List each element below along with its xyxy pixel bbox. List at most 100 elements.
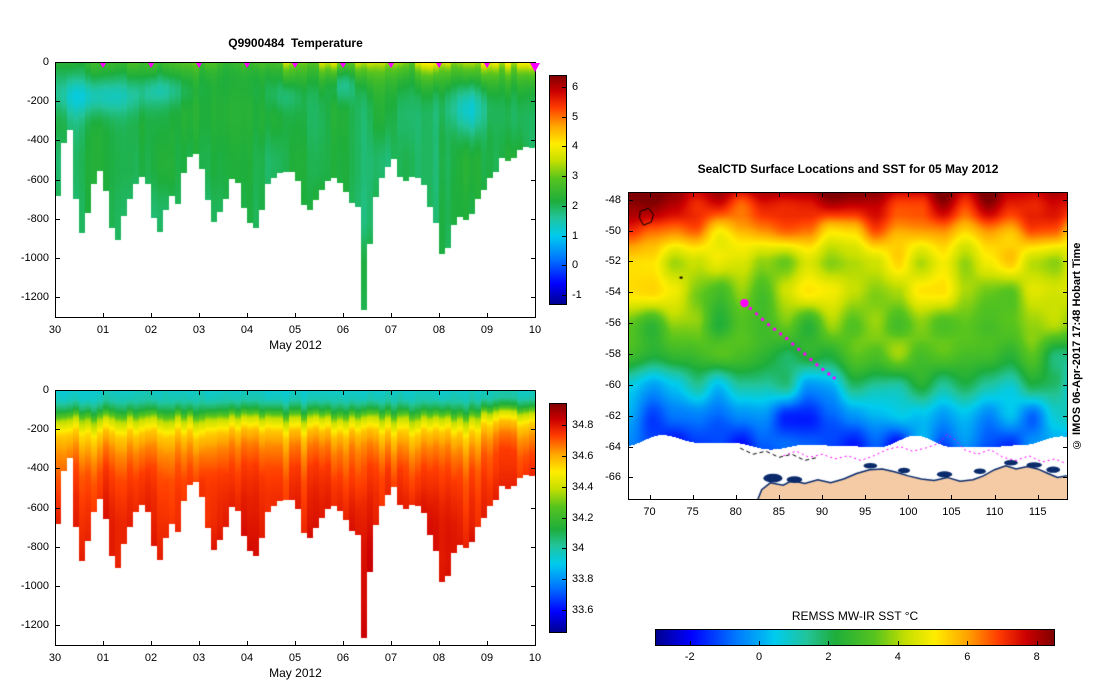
- seal-surfacing-marker: [100, 63, 106, 68]
- x-tickmark: [439, 313, 440, 317]
- colorbar-tick-label: 33.6: [572, 604, 594, 617]
- map-lat-tickmark: [629, 415, 633, 417]
- x-tick-label: 03: [192, 652, 206, 664]
- map-lon-tickmark-top: [908, 193, 910, 197]
- y-tickmark-right: [531, 140, 535, 142]
- y-tickmark: [56, 586, 60, 588]
- x-tickmark-top: [439, 391, 440, 395]
- map-lat-tickmark-right: [1063, 446, 1067, 448]
- colorbar-tickmark: [562, 295, 566, 297]
- x-tick-label: 02: [144, 652, 158, 664]
- map-lon-tick-label: 115: [1028, 506, 1047, 518]
- colorbar-tickmark: [562, 579, 566, 581]
- x-tickmark-top: [247, 391, 248, 395]
- map-lon-tickmark: [908, 495, 910, 499]
- colorbar-tickmark: [562, 517, 566, 519]
- salinity-colorbar: [549, 403, 567, 633]
- colorbar-tick-label: 34.6: [572, 449, 594, 462]
- x-tickmark: [535, 641, 536, 645]
- map-colorbar-tick-label: 4: [894, 651, 901, 663]
- seal-surfacing-marker: [530, 63, 540, 72]
- map-lat-tickmark: [629, 446, 633, 448]
- map-lon-tickmark-top: [778, 193, 780, 197]
- colorbar-tick-label: 34.2: [572, 511, 594, 524]
- seal-surfacing-marker: [340, 63, 346, 68]
- y-tickmark-right: [531, 258, 535, 260]
- map-lat-tickmark-right: [1063, 323, 1067, 325]
- map-colorbar-tick-label: 8: [1033, 651, 1040, 663]
- x-tickmark-top: [343, 391, 344, 395]
- y-tickmark-right: [531, 179, 535, 181]
- y-tick-label: -800: [26, 212, 49, 225]
- map-colorbar-tick-label: -2: [684, 651, 695, 663]
- y-tick-label: -600: [26, 501, 49, 514]
- x-tick-label: 07: [384, 324, 398, 336]
- map-lat-tick-label: -56: [605, 317, 621, 330]
- colorbar-tickmark: [562, 205, 566, 207]
- colorbar-tick-label: 3: [572, 170, 579, 183]
- map-colorbar: [655, 629, 1055, 646]
- map-lat-tickmark: [629, 230, 633, 232]
- y-tickmark: [56, 101, 60, 103]
- map-lon-tickmark-top: [994, 193, 996, 197]
- seal-surfacing-marker: [196, 63, 202, 68]
- x-tickmark: [391, 641, 392, 645]
- x-tick-label: 10: [528, 652, 542, 664]
- x-tickmark: [151, 313, 152, 317]
- y-tickmark-right: [531, 62, 535, 63]
- seal-surfacing-marker: [244, 63, 250, 68]
- y-tickmark: [56, 468, 60, 470]
- map-colorbar-tickmark: [967, 641, 969, 645]
- map-lat-tickmark: [629, 477, 633, 479]
- map-lon-tick-label: 90: [815, 506, 829, 518]
- map-lat-tickmark-right: [1063, 353, 1067, 355]
- colorbar-tick-label: 5: [572, 110, 579, 123]
- x-tick-label: 01: [96, 324, 110, 336]
- map-lon-tickmark: [865, 495, 867, 499]
- imos-watermark: © IMOS 06-Apr-2017 17:48 Hobart Time: [1071, 242, 1083, 450]
- x-tick-label: 01: [96, 652, 110, 664]
- x-tickmark: [55, 313, 56, 317]
- map-lon-tick-label: 80: [729, 506, 742, 518]
- y-tick-label: -200: [26, 423, 49, 436]
- map-lat-tickmark-right: [1063, 292, 1067, 294]
- colorbar-tick-label: 1: [572, 229, 579, 242]
- x-tickmark: [55, 641, 56, 645]
- seal-surfacing-marker: [148, 63, 154, 68]
- colorbar-tick-label: -1: [572, 289, 582, 302]
- salinity-heatmap-canvas: [55, 390, 536, 646]
- map-lon-tickmark-top: [865, 193, 867, 197]
- map-lon-tickmark-top: [822, 193, 824, 197]
- map-lat-tickmark: [629, 292, 633, 294]
- x-tickmark: [343, 641, 344, 645]
- map-lat-tickmark-right: [1063, 261, 1067, 263]
- map-lon-tickmark-top: [692, 193, 694, 197]
- x-tick-label: 09: [480, 652, 494, 664]
- x-tickmark: [439, 641, 440, 645]
- y-tickmark-right: [531, 625, 535, 627]
- x-tickmark: [343, 313, 344, 317]
- map-colorbar-tick-label: 0: [756, 651, 763, 663]
- salinity-xaxis-label: May 2012: [269, 666, 322, 680]
- x-tickmark-top: [391, 391, 392, 395]
- colorbar-tickmark: [562, 455, 566, 457]
- colorbar-tick-label: 34.4: [572, 480, 594, 493]
- map-colorbar-tick-label: 6: [964, 651, 971, 663]
- x-tick-label: 06: [336, 652, 350, 664]
- map-lon-tickmark-top: [649, 193, 651, 197]
- x-tickmark: [103, 641, 104, 645]
- x-tickmark: [247, 641, 248, 645]
- map-lon-tick-label: 70: [643, 506, 656, 518]
- map-lon-tickmark: [735, 495, 737, 499]
- x-tickmark-top: [295, 391, 296, 395]
- seal-surfacing-marker: [292, 63, 298, 68]
- colorbar-tick-label: 33.8: [572, 573, 594, 586]
- map-colorbar-label: REMSS MW-IR SST °C: [791, 609, 919, 623]
- map-lat-tickmark-right: [1063, 477, 1067, 479]
- map-lat-tickmark: [629, 323, 633, 325]
- map-colorbar-tick-label: 2: [825, 651, 832, 663]
- x-tickmark: [535, 313, 536, 317]
- x-tickmark-top: [535, 391, 536, 395]
- x-tickmark-top: [199, 391, 200, 395]
- map-lat-tick-label: -58: [605, 347, 621, 360]
